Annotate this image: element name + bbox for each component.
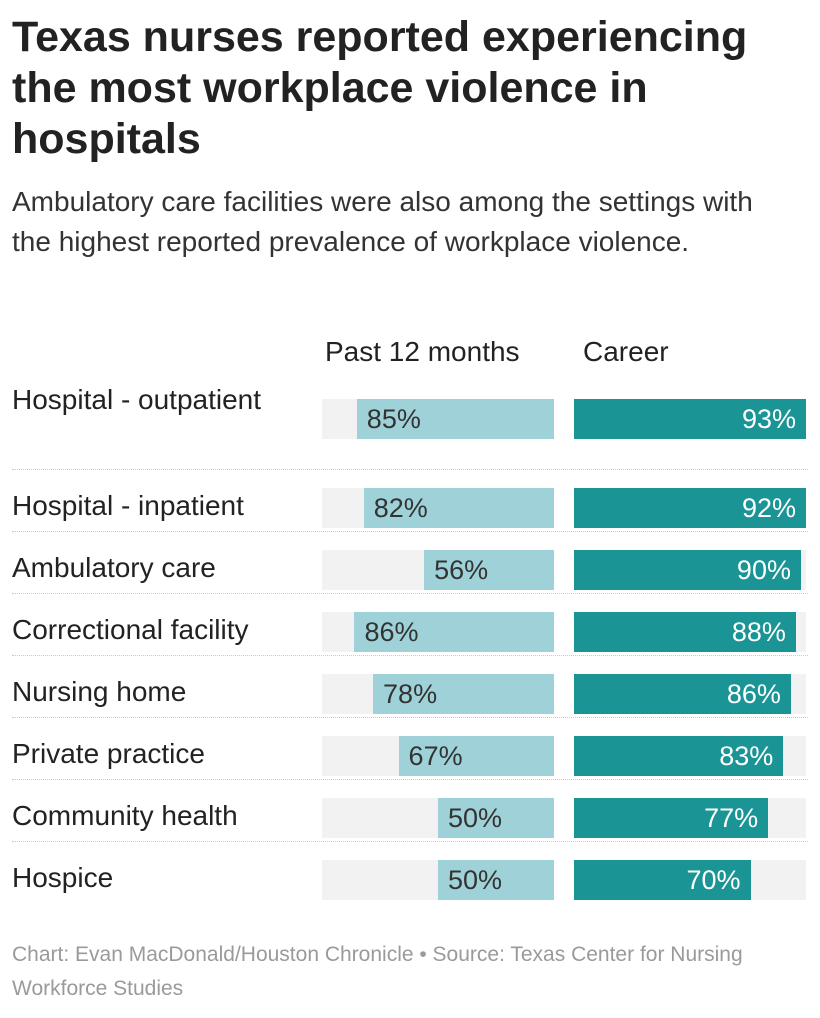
data-label-career: 92% xyxy=(741,493,796,523)
bar-career xyxy=(574,736,784,776)
data-label-past-12-months: 85% xyxy=(366,404,421,434)
data-label-career: 90% xyxy=(736,555,791,585)
chart-row: Hospice 50% 70% xyxy=(12,842,808,903)
bar-track-career: 90% xyxy=(574,550,806,590)
bar-past-12-months xyxy=(438,798,554,838)
data-label-career: 86% xyxy=(726,679,781,709)
chart-source-credit: Chart: Evan MacDonald/Houston Chronicle … xyxy=(12,943,743,1000)
data-label-past-12-months: 50% xyxy=(448,803,503,833)
bar-past-12-months xyxy=(373,674,554,714)
bar-past-12-months xyxy=(398,736,554,776)
chart-row: Ambulatory care 56% 90% xyxy=(12,532,808,594)
data-label-past-12-months: 86% xyxy=(364,617,419,647)
chart-subtitle: Ambulatory care facilities were also amo… xyxy=(12,186,753,257)
chart-row: Community health 50% 77% xyxy=(12,780,808,842)
chart-row: Nursing home 78% 86% xyxy=(12,656,808,718)
bar-track-past-12-months: 50% xyxy=(322,860,554,900)
bar-track-past-12-months: 86% xyxy=(322,612,554,652)
bar-career xyxy=(574,612,796,652)
data-label-past-12-months: 82% xyxy=(373,493,428,523)
bar-past-12-months xyxy=(424,550,554,590)
category-label: Hospice xyxy=(12,862,114,893)
bar-track-career: 83% xyxy=(574,736,806,776)
bar-track-career: 93% xyxy=(574,399,806,439)
chart-row: Hospital - outpatient 85% 93% xyxy=(12,382,808,470)
bar-track-past-12-months: 78% xyxy=(322,674,554,714)
data-label-career: 88% xyxy=(731,617,786,647)
bar-track-career: 77% xyxy=(574,798,806,838)
data-label-career: 83% xyxy=(719,741,774,771)
bar-past-12-months xyxy=(438,860,554,900)
data-label-career: 77% xyxy=(704,803,759,833)
data-label-past-12-months: 50% xyxy=(448,865,503,895)
column-header-career: Career xyxy=(583,336,669,367)
bar-track-career: 70% xyxy=(574,860,806,900)
bar-track-career: 92% xyxy=(574,488,806,528)
column-header-past-12-months: Past 12 months xyxy=(325,336,520,367)
category-label: Hospital - inpatient xyxy=(12,490,244,521)
bar-past-12-months xyxy=(356,399,554,439)
data-label-past-12-months: 67% xyxy=(408,741,463,771)
bar-past-12-months xyxy=(363,488,554,528)
bar-career xyxy=(574,798,769,838)
bar-career xyxy=(574,860,751,900)
category-label: Ambulatory care xyxy=(12,552,216,583)
chart-title: Texas nurses reported experiencing the m… xyxy=(12,13,748,163)
data-label-past-12-months: 78% xyxy=(383,679,438,709)
data-label-career: 70% xyxy=(686,865,741,895)
chart-row: Private practice 67% 83% xyxy=(12,718,808,780)
bar-career xyxy=(574,399,806,439)
bar-track-career: 86% xyxy=(574,674,806,714)
category-label: Nursing home xyxy=(12,676,187,707)
category-label: Community health xyxy=(12,800,238,831)
bar-track-past-12-months: 56% xyxy=(322,550,554,590)
bar-track-past-12-months: 82% xyxy=(322,488,554,528)
bar-career xyxy=(574,488,806,528)
category-label: Private practice xyxy=(12,738,205,769)
bar-track-past-12-months: 67% xyxy=(322,736,554,776)
bar-career xyxy=(574,550,801,590)
data-label-past-12-months: 56% xyxy=(434,555,489,585)
chart-row: Correctional facility 86% 88% xyxy=(12,594,808,656)
chart-row: Hospital - inpatient 82% 92% xyxy=(12,470,808,532)
category-label: Correctional facility xyxy=(12,614,249,645)
bar-track-past-12-months: 50% xyxy=(322,798,554,838)
bar-past-12-months xyxy=(354,612,554,652)
bar-career xyxy=(574,674,791,714)
category-label: Hospital - outpatient xyxy=(12,384,262,415)
bar-track-career: 88% xyxy=(574,612,806,652)
data-label-career: 93% xyxy=(741,404,796,434)
bar-track-past-12-months: 85% xyxy=(322,399,554,439)
